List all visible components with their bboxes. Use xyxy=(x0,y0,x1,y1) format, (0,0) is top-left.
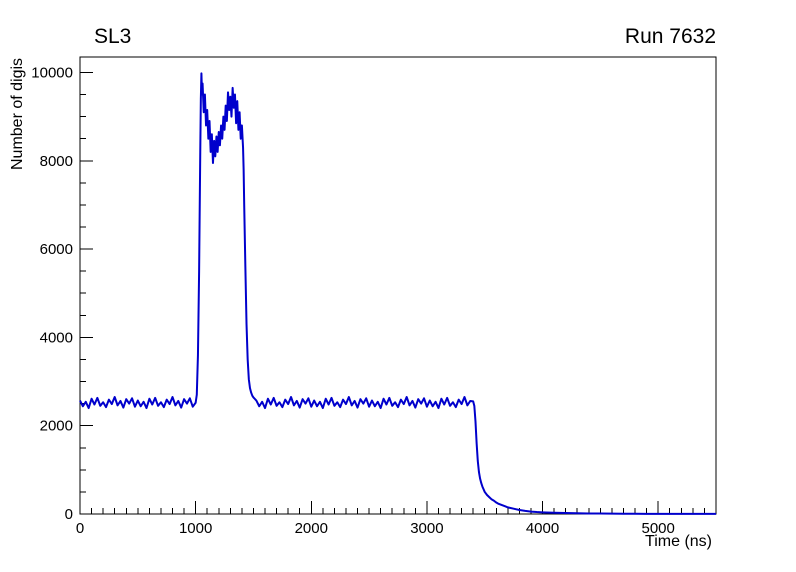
x-tick-label: 4000 xyxy=(526,520,559,537)
y-tick-label: 6000 xyxy=(40,241,73,258)
y-tick-label: 0 xyxy=(65,506,73,523)
y-tick-label: 8000 xyxy=(40,153,73,170)
y-tick-label: 2000 xyxy=(40,418,73,435)
series-line xyxy=(79,72,716,515)
x-tick-label: 5000 xyxy=(641,520,674,537)
y-axis-title: Number of digis xyxy=(9,57,26,170)
x-tick-label: 3000 xyxy=(410,520,443,537)
y-tick-label: 10000 xyxy=(31,64,73,81)
y-tick-label: 4000 xyxy=(40,329,73,346)
x-axis-title: Time (ns) xyxy=(645,533,712,550)
chart-title: SL3 xyxy=(94,25,132,48)
x-tick-label: 0 xyxy=(76,520,84,537)
plot-frame xyxy=(79,56,717,515)
x-tick-label: 1000 xyxy=(179,520,212,537)
run-label: Run 7632 xyxy=(624,25,716,48)
axis-ticks xyxy=(79,71,705,515)
x-tick-label: 2000 xyxy=(295,520,328,537)
tick-labels: 0 1000 2000 3000 4000 5000 0 2000 4000 6000 8000 10… xyxy=(31,64,675,537)
